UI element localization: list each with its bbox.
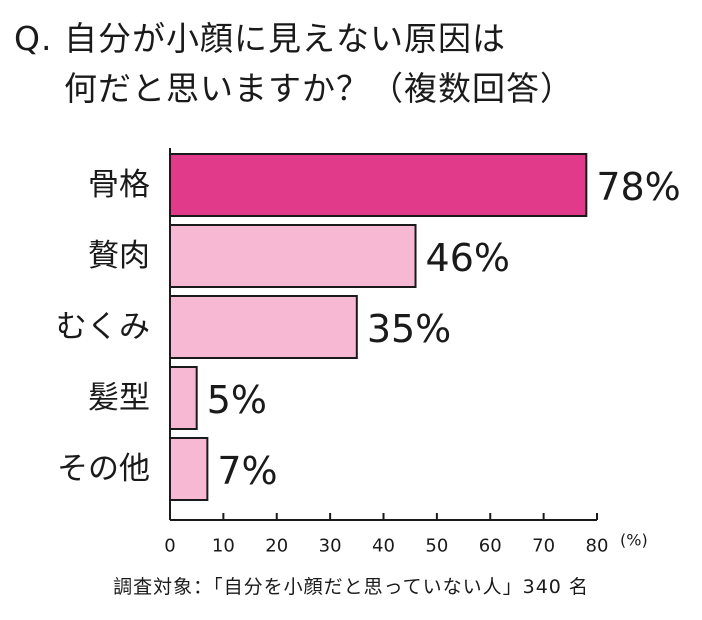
chart-title: Q. 自分が小顔に見えない原因は 何だと思いますか？（複数回答） (14, 14, 574, 114)
bar (169, 224, 417, 288)
value-label: 46% (426, 236, 510, 280)
x-unit-label: (%) (620, 531, 648, 550)
category-label: 骨格 (88, 167, 150, 203)
bar (169, 153, 588, 217)
x-tick-label: 70 (532, 536, 555, 557)
value-label: 78% (596, 165, 680, 209)
category-label: むくみ (56, 309, 150, 345)
survey-footnote: 調査対象：「自分を小顔だと思っていない人」340 名 (113, 576, 589, 598)
x-tick-label: 40 (372, 536, 395, 557)
x-tick-label: 30 (319, 536, 342, 557)
title-line-1: Q. 自分が小顔に見えない原因は (14, 19, 506, 58)
value-label: 35% (367, 307, 451, 351)
title-line-2: 何だと思いますか？（複数回答） (64, 69, 574, 108)
value-label: 5% (207, 378, 267, 422)
bar (169, 366, 198, 430)
bar (169, 437, 209, 501)
x-tick-label: 50 (425, 536, 448, 557)
x-tick-label: 20 (265, 536, 288, 557)
x-tick-label: 60 (479, 536, 502, 557)
category-label: その他 (57, 451, 150, 487)
x-tick-label: 80 (586, 536, 609, 557)
x-tick-label: 10 (212, 536, 235, 557)
value-label: 7% (217, 449, 277, 493)
category-label: 髪型 (88, 380, 150, 416)
x-tick-label: 0 (164, 536, 175, 557)
category-label: 贅肉 (88, 238, 150, 274)
bar (169, 295, 358, 359)
